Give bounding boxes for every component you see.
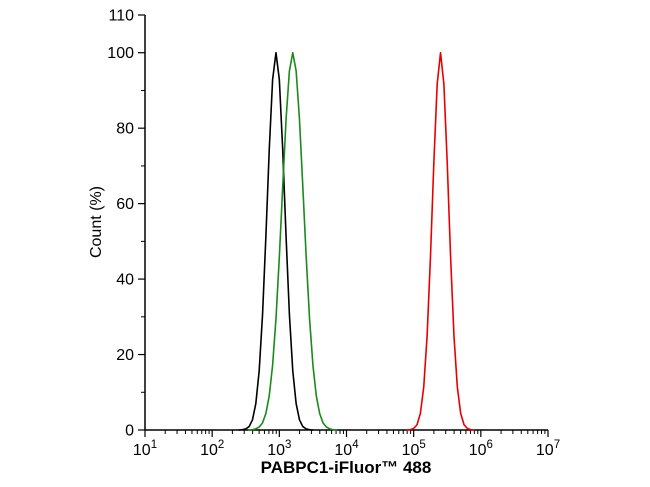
x-tick-label: 103: [267, 439, 291, 459]
x-tick-label: 102: [200, 439, 224, 459]
y-tick-label: 40: [116, 272, 134, 289]
y-tick-label: 60: [116, 196, 134, 213]
x-tick-label: 105: [402, 439, 426, 459]
x-tick-label: 101: [133, 439, 157, 459]
y-tick-label: 20: [116, 347, 134, 364]
curve-black: [238, 51, 314, 431]
y-tick-label: 0: [125, 423, 134, 440]
y-axis-label: Count (%): [88, 185, 105, 259]
x-tick-label: 107: [536, 439, 560, 459]
y-tick-label: 80: [116, 121, 134, 138]
x-tick-label: 104: [334, 439, 359, 459]
curve-red: [406, 51, 475, 431]
curve-green: [248, 51, 338, 431]
y-tick-label: 110: [108, 8, 134, 25]
x-axis-label: PABPC1-iFluor™ 488: [260, 458, 432, 477]
y-tick-label: 100: [107, 45, 134, 62]
y-major-ticks: 0 20 40 60 80 100 110: [107, 8, 145, 440]
x-major-ticks: 101 102 103 104 105 106 107: [133, 430, 560, 459]
x-tick-label: 106: [469, 439, 493, 459]
